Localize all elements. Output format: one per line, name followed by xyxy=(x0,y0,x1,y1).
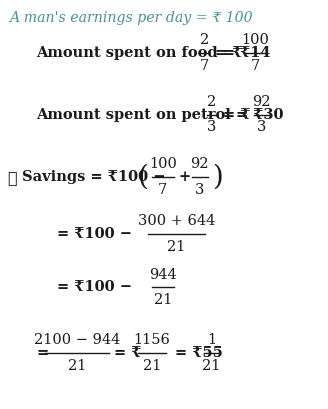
Text: 21: 21 xyxy=(202,359,221,373)
Text: 7: 7 xyxy=(250,59,259,73)
Text: 92: 92 xyxy=(191,157,209,171)
Text: 92: 92 xyxy=(252,95,271,109)
Text: = ₹100 −: = ₹100 − xyxy=(57,227,132,241)
Text: A man's earnings per day = ₹ 100: A man's earnings per day = ₹ 100 xyxy=(9,11,252,25)
Text: = ₹55: = ₹55 xyxy=(175,346,223,360)
Text: Amount spent on food = ₹14: Amount spent on food = ₹14 xyxy=(36,46,271,60)
Text: (: ( xyxy=(138,164,149,191)
Text: 100: 100 xyxy=(149,157,177,171)
Text: 21: 21 xyxy=(167,240,186,254)
Text: =: = xyxy=(36,346,49,360)
Text: Amount spent on petrol = ₹30: Amount spent on petrol = ₹30 xyxy=(36,108,284,121)
Text: = ₹: = ₹ xyxy=(114,346,141,360)
Text: 300 + 644: 300 + 644 xyxy=(138,214,215,228)
Text: +: + xyxy=(178,170,191,184)
Text: ): ) xyxy=(212,164,222,191)
Text: 944: 944 xyxy=(149,268,177,282)
Text: = ₹: = ₹ xyxy=(215,46,243,60)
Text: 21: 21 xyxy=(142,359,161,373)
Text: 21: 21 xyxy=(68,359,86,373)
Text: 2: 2 xyxy=(200,33,209,47)
Text: Savings = ₹100 −: Savings = ₹100 − xyxy=(22,170,165,184)
Text: 2100 − 944: 2100 − 944 xyxy=(34,333,120,347)
Text: ∴: ∴ xyxy=(7,169,16,186)
Text: 7: 7 xyxy=(158,183,167,197)
Text: = ₹: = ₹ xyxy=(223,108,250,121)
Text: 100: 100 xyxy=(241,33,269,47)
Text: = ₹100 −: = ₹100 − xyxy=(57,281,132,294)
Text: 7: 7 xyxy=(200,59,209,73)
Text: 21: 21 xyxy=(154,293,172,307)
Text: 1: 1 xyxy=(207,333,216,347)
Text: 2: 2 xyxy=(207,95,216,109)
Text: 3: 3 xyxy=(195,183,204,197)
Text: 3: 3 xyxy=(207,120,216,134)
Text: 1156: 1156 xyxy=(133,333,170,347)
Text: 3: 3 xyxy=(257,120,266,134)
